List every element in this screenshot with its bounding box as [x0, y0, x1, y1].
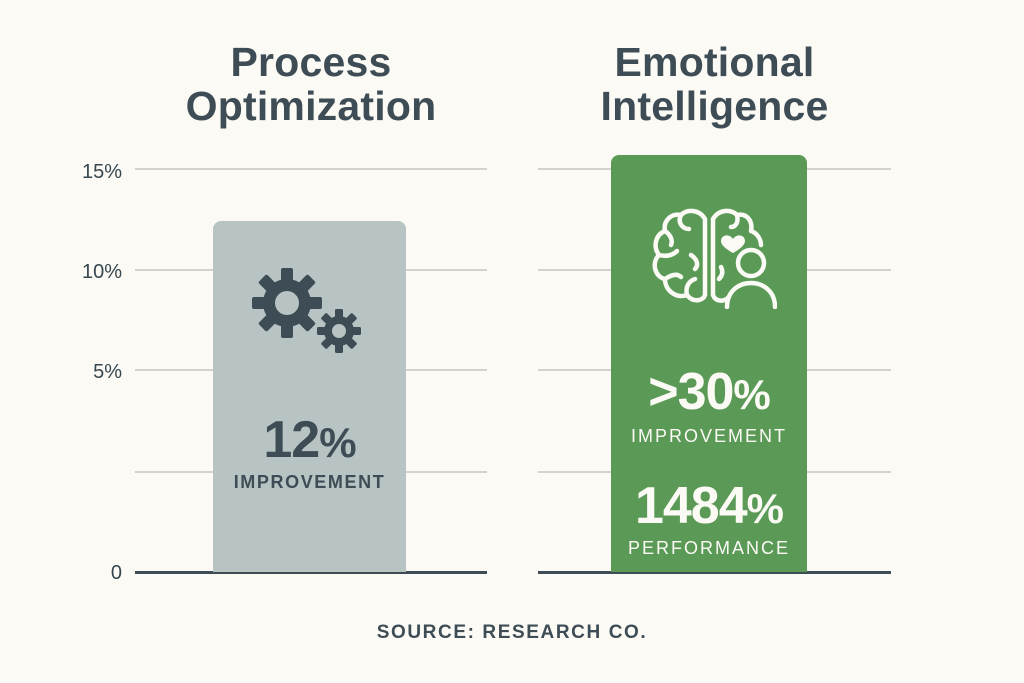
value-over-30-percent: >30% [611, 365, 807, 422]
value-suffix: % [319, 419, 356, 466]
value-number: 12 [263, 411, 320, 469]
baseline-right [538, 571, 891, 574]
title-line-2: Optimization [185, 83, 437, 129]
panel-title-emotional-intelligence: Emotional Intelligence [538, 40, 891, 128]
bar-process-optimization: 12% IMPROVEMENT [213, 221, 406, 572]
source-caption: SOURCE: RESEARCH CO. [376, 622, 648, 643]
value-1484-percent: 1484% [611, 479, 807, 536]
value-number: 1484 [634, 477, 748, 535]
improvement-label: IMPROVEMENT [233, 472, 386, 492]
value-block: 12% IMPROVEMENT [213, 413, 406, 492]
y-tick-0: 0 [110, 562, 122, 584]
y-tick-10: 10% [81, 261, 122, 283]
title-line-1: Emotional [614, 39, 815, 85]
value-block-performance: 1484% PERFORMANCE [611, 479, 807, 558]
improvement-label: IMPROVEMENT [630, 426, 787, 446]
baseline-left [135, 571, 487, 574]
brain-heart-person-icon [652, 208, 777, 309]
title-line-1: Process [230, 39, 392, 85]
value-block-improvement: >30% IMPROVEMENT [611, 365, 807, 446]
bar-emotional-intelligence: >30% IMPROVEMENT 1484% PERFORMANCE [611, 155, 807, 572]
panel-title-process-optimization: Process Optimization [135, 40, 487, 128]
value-12-percent: 12% [213, 413, 406, 470]
y-tick-5: 5% [93, 361, 122, 383]
y-tick-15: 15% [81, 161, 122, 183]
value-suffix: % [733, 371, 770, 418]
gears-icon [252, 268, 361, 353]
title-line-2: Intelligence [600, 83, 829, 129]
value-suffix: % [746, 485, 784, 532]
value-number: >30 [648, 363, 734, 421]
performance-label: PERFORMANCE [627, 538, 790, 558]
gridline-15 [135, 168, 487, 170]
